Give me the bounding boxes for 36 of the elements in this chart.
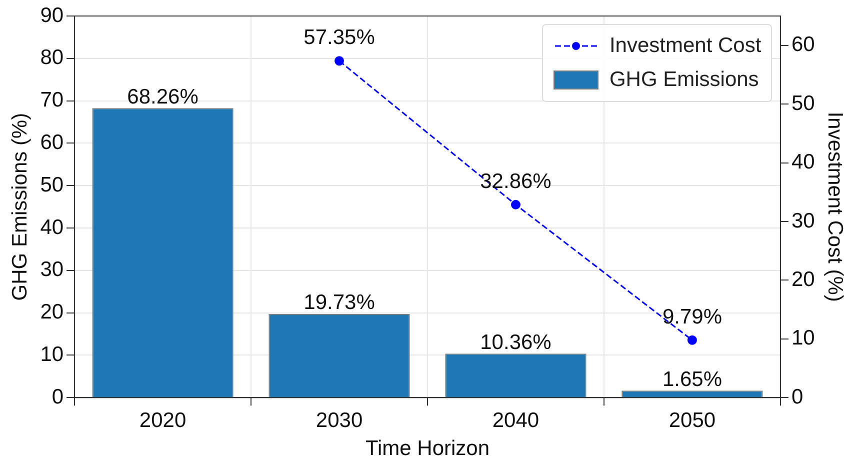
x-tick-label: 2020 (139, 408, 186, 432)
y-tick-label: 10 (40, 342, 64, 366)
y-tick-label: 80 (40, 46, 64, 70)
data-label: 32.86% (480, 170, 552, 193)
y-tick-label: 0 (52, 385, 64, 408)
y2-tick-label: 0 (791, 385, 804, 408)
y-tick-label: 70 (40, 88, 64, 112)
y-tick-label: 90 (40, 4, 64, 27)
x-tick-label: 2050 (668, 408, 716, 432)
x-axis-title: Time Horizon (365, 437, 490, 460)
data-label: 10.36% (480, 330, 552, 354)
point (687, 335, 697, 345)
legend-label: Investment Cost (609, 34, 762, 58)
y-tick-label: 40 (40, 216, 64, 239)
x-tick-label: 2040 (492, 408, 540, 432)
y-tick-label: 20 (40, 300, 64, 324)
point (510, 200, 520, 210)
data-label: 57.35% (304, 26, 375, 50)
y2-tick-label: 40 (791, 150, 815, 174)
y2-axis-title: Investment Cost (%) (824, 112, 847, 302)
legend-label: GHG Emissions (609, 68, 759, 92)
data-label: 9.79% (662, 305, 722, 328)
y-tick-label: 50 (40, 173, 64, 196)
data-label: 1.65% (662, 368, 722, 391)
y-tick-label: 30 (40, 258, 64, 282)
y2-tick-label: 20 (791, 268, 815, 291)
y2-tick-label: 60 (791, 33, 815, 56)
y2-tick-label: 10 (791, 326, 815, 350)
point (334, 56, 344, 66)
y2-tick-label: 50 (791, 92, 815, 115)
data-label: 68.26% (127, 85, 198, 108)
y-axis-title: GHG Emissions (%) (8, 112, 32, 301)
y-tick-label: 60 (40, 130, 64, 154)
y2-tick-label: 30 (791, 209, 815, 232)
data-label: 19.73% (304, 291, 375, 314)
x-tick-label: 2030 (316, 408, 363, 432)
